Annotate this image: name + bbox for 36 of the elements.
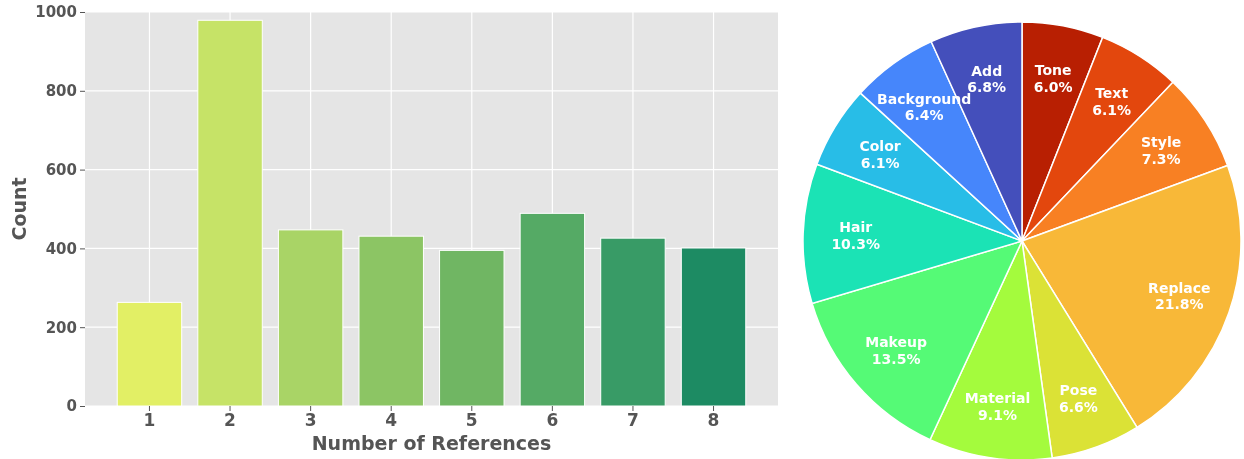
slice-label: Color (859, 138, 901, 155)
data-label: 13.5% (871, 350, 921, 367)
x-axis-title: Number of References (311, 432, 552, 454)
data-label: 10.3% (831, 236, 880, 253)
slice-label: Replace (1148, 279, 1211, 296)
y-tick-label: 800 (45, 82, 77, 101)
x-tick-label: 3 (304, 410, 317, 431)
data-label: 21.8% (1155, 296, 1204, 313)
y-axis-title: Count (8, 177, 30, 241)
data-label: 6.0% (1033, 78, 1073, 95)
slice-label: Makeup (865, 334, 928, 351)
slice-label: Material (964, 389, 1031, 406)
data-label: 9.1% (978, 406, 1017, 423)
slice-label: Tone (1034, 61, 1072, 78)
data-label: 6.1% (860, 155, 900, 172)
y-tick-label: 1000 (35, 3, 77, 22)
y-tick-label: 200 (45, 318, 77, 337)
x-tick-label: 5 (465, 410, 478, 431)
data-label: 7.3% (1141, 150, 1181, 167)
x-tick-label: 2 (224, 410, 236, 431)
y-tick-label: 600 (45, 160, 77, 179)
y-tick-label: 400 (45, 239, 77, 258)
x-tick-label: 8 (707, 410, 720, 431)
y-tick-label: 0 (66, 397, 77, 416)
x-tick-label: 4 (385, 410, 398, 431)
x-tick-label: 6 (546, 410, 559, 431)
slice-label: Pose (1059, 381, 1098, 398)
data-label: 6.6% (1058, 398, 1098, 415)
x-tick-label: 7 (627, 410, 639, 431)
slice-label: Add (971, 62, 1003, 79)
slice-label: Hair (839, 219, 873, 236)
slice-label: Text (1095, 84, 1129, 101)
slice-label: Style (1141, 133, 1182, 150)
data-label: 6.1% (1092, 101, 1132, 118)
x-tick-label: 1 (143, 410, 156, 431)
data-label: 6.4% (904, 107, 944, 124)
